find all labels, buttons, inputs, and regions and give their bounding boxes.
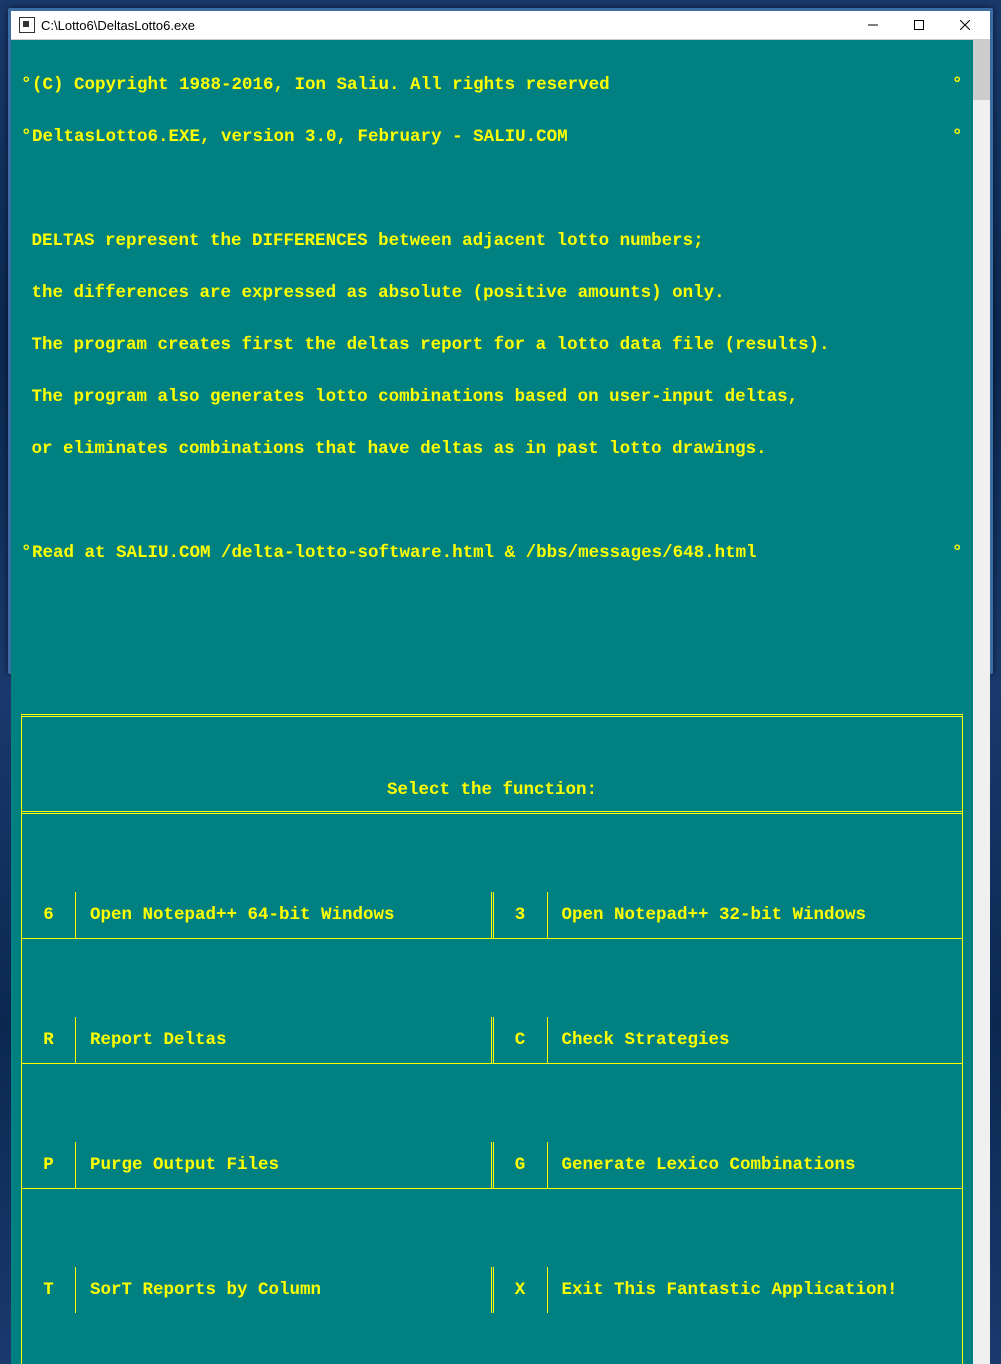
menu-row: R Report Deltas C Check Strategies bbox=[22, 1017, 962, 1064]
description-line: or eliminates combinations that have del… bbox=[21, 436, 963, 462]
console-area: ° (C) Copyright 1988-2016, Ion Saliu. Al… bbox=[11, 40, 990, 1364]
menu-key: X bbox=[494, 1267, 548, 1313]
menu-key: T bbox=[22, 1267, 76, 1313]
titlebar[interactable]: C:\Lotto6\DeltasLotto6.exe bbox=[11, 11, 990, 40]
console-output: ° (C) Copyright 1988-2016, Ion Saliu. Al… bbox=[11, 40, 973, 1364]
function-menu: Select the function: 6 Open Notepad++ 64… bbox=[21, 714, 963, 1364]
description-line: The program also generates lotto combina… bbox=[21, 384, 963, 410]
menu-label: Purge Output Files bbox=[76, 1142, 491, 1188]
maximize-button[interactable] bbox=[896, 11, 942, 39]
menu-label: Check Strategies bbox=[548, 1017, 963, 1063]
menu-item-purge-output[interactable]: P Purge Output Files bbox=[22, 1142, 494, 1188]
menu-label: Open Notepad++ 32-bit Windows bbox=[548, 892, 963, 938]
menu-item-report-deltas[interactable]: R Report Deltas bbox=[22, 1017, 494, 1063]
menu-item-open-notepad-64[interactable]: 6 Open Notepad++ 64-bit Windows bbox=[22, 892, 494, 938]
copyright-line: (C) Copyright 1988-2016, Ion Saliu. All … bbox=[32, 72, 610, 98]
application-window: C:\Lotto6\DeltasLotto6.exe ° (C) Copyrig… bbox=[8, 8, 993, 674]
menu-item-exit[interactable]: X Exit This Fantastic Application! bbox=[494, 1267, 963, 1313]
window-controls bbox=[850, 11, 988, 39]
bullet-icon: ° bbox=[952, 540, 963, 566]
description-line: DELTAS represent the DIFFERENCES between… bbox=[21, 228, 963, 254]
bullet-icon: ° bbox=[952, 124, 963, 150]
app-icon bbox=[19, 17, 35, 33]
menu-key: C bbox=[494, 1017, 548, 1063]
scrollbar-thumb[interactable] bbox=[973, 40, 990, 100]
bullet-icon: ° bbox=[21, 540, 32, 566]
menu-key: G bbox=[494, 1142, 548, 1188]
close-button[interactable] bbox=[942, 11, 988, 39]
menu-label: Open Notepad++ 64-bit Windows bbox=[76, 892, 491, 938]
menu-item-sort-reports[interactable]: T SorT Reports by Column bbox=[22, 1267, 494, 1313]
description-line: The program creates first the deltas rep… bbox=[21, 332, 963, 358]
menu-key: R bbox=[22, 1017, 76, 1063]
read-more-line: Read at SALIU.COM /delta-lotto-software.… bbox=[32, 540, 757, 566]
menu-title: Select the function: bbox=[22, 769, 962, 814]
menu-label: Exit This Fantastic Application! bbox=[548, 1267, 963, 1313]
bullet-icon: ° bbox=[21, 72, 32, 98]
menu-item-generate-lexico[interactable]: G Generate Lexico Combinations bbox=[494, 1142, 963, 1188]
menu-row: T SorT Reports by Column X Exit This Fan… bbox=[22, 1267, 962, 1313]
description-line: the differences are expressed as absolut… bbox=[21, 280, 963, 306]
menu-item-check-strategies[interactable]: C Check Strategies bbox=[494, 1017, 963, 1063]
menu-label: Generate Lexico Combinations bbox=[548, 1142, 963, 1188]
menu-label: SorT Reports by Column bbox=[76, 1267, 491, 1313]
version-line: DeltasLotto6.EXE, version 3.0, February … bbox=[32, 124, 568, 150]
bullet-icon: ° bbox=[952, 72, 963, 98]
menu-key: 6 bbox=[22, 892, 76, 938]
menu-item-open-notepad-32[interactable]: 3 Open Notepad++ 32-bit Windows bbox=[494, 892, 963, 938]
menu-label: Report Deltas bbox=[76, 1017, 491, 1063]
menu-key: P bbox=[22, 1142, 76, 1188]
vertical-scrollbar[interactable] bbox=[973, 40, 990, 1364]
menu-key: 3 bbox=[494, 892, 548, 938]
bullet-icon: ° bbox=[21, 124, 32, 150]
menu-row: P Purge Output Files G Generate Lexico C… bbox=[22, 1142, 962, 1189]
minimize-button[interactable] bbox=[850, 11, 896, 39]
window-title: C:\Lotto6\DeltasLotto6.exe bbox=[41, 18, 850, 33]
menu-row: 6 Open Notepad++ 64-bit Windows 3 Open N… bbox=[22, 892, 962, 939]
